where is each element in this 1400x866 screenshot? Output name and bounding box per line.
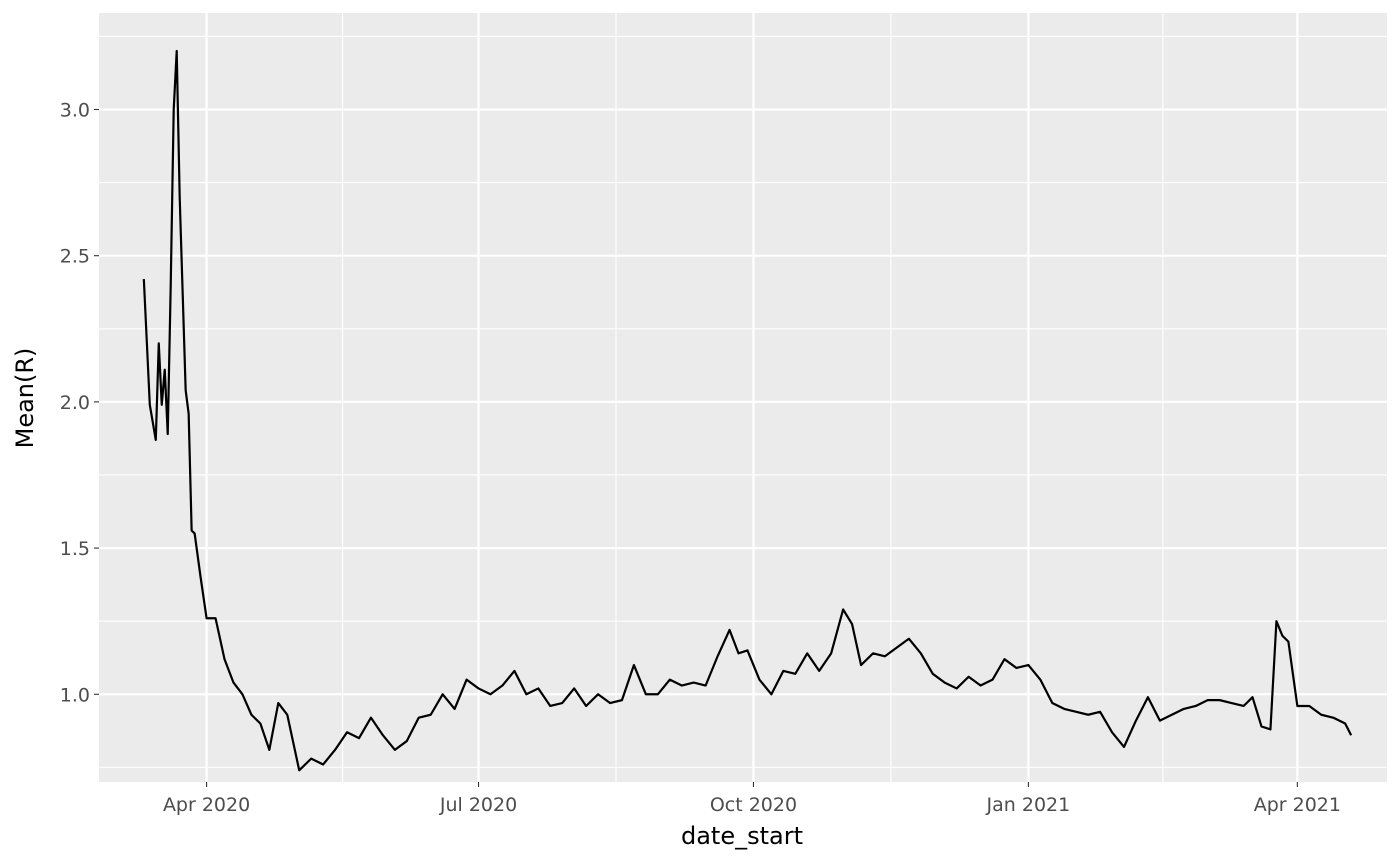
y-axis-title: Mean(R) bbox=[11, 348, 39, 449]
x-tick-label: Apr 2021 bbox=[1254, 794, 1341, 816]
y-tick-label: 3.0 bbox=[60, 99, 90, 121]
x-tick-label: Jul 2020 bbox=[439, 794, 517, 816]
y-tick-label: 2.0 bbox=[60, 392, 90, 414]
x-axis-title: date_start bbox=[681, 822, 803, 850]
y-tick-label: 2.5 bbox=[60, 246, 90, 268]
x-tick-label: Apr 2020 bbox=[163, 794, 250, 816]
y-tick-label: 1.5 bbox=[60, 538, 90, 560]
x-axis: Apr 2020 Jul 2020 Oct 2020 Jan 2021 Apr 2021 bbox=[163, 782, 1341, 816]
minor-gridlines bbox=[99, 13, 1387, 782]
series-line-mean-r bbox=[142, 49, 1353, 772]
panel-background bbox=[99, 13, 1387, 782]
y-tick-label: 1.0 bbox=[60, 684, 90, 706]
y-axis: 1.0 1.5 2.0 2.5 3.0 bbox=[60, 99, 99, 706]
major-gridlines bbox=[99, 13, 1387, 782]
x-tick-label: Jan 2021 bbox=[986, 794, 1071, 816]
x-tick-label: Oct 2020 bbox=[710, 794, 797, 816]
